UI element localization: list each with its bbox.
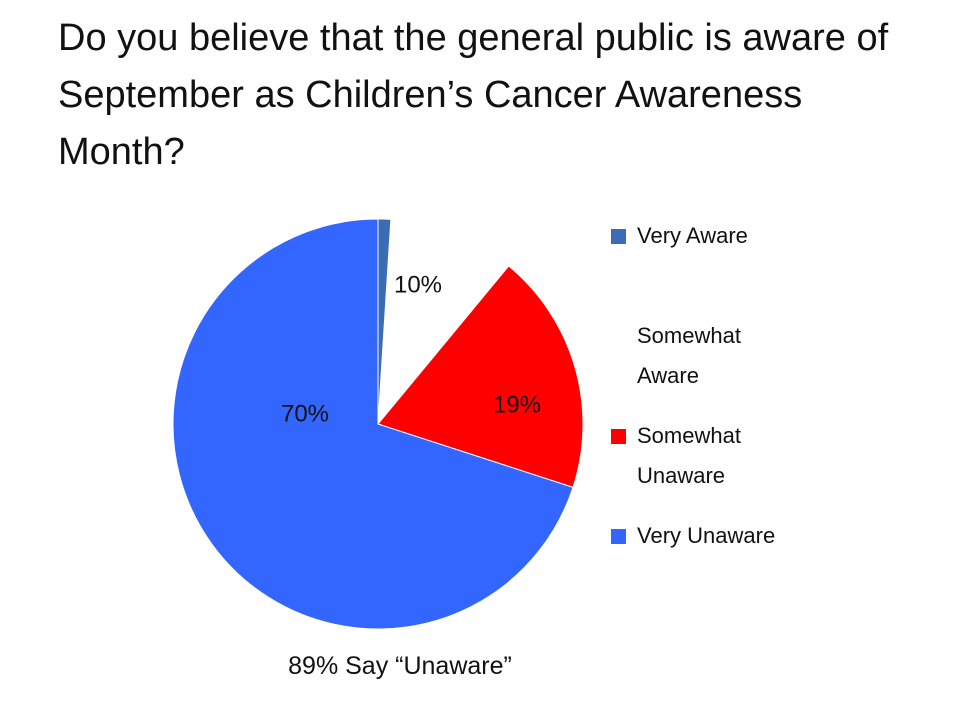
pie-slice (377, 265, 584, 488)
annotation: 89% Say “Unaware” (288, 652, 512, 680)
data-label: 10% (394, 271, 442, 298)
legend-marker (611, 229, 626, 244)
legend-label: Very Aware (637, 223, 748, 248)
data-label: 19% (493, 391, 541, 418)
chart-title: Do you believe that the general public i… (58, 17, 889, 173)
legend-marker (611, 529, 626, 544)
legend-marker (611, 429, 626, 444)
legend-label: Somewhat Unaware (637, 423, 741, 488)
pie-slice (378, 219, 509, 424)
legend-label: Somewhat Aware (637, 323, 741, 388)
data-label: 70% (281, 400, 329, 427)
legend-marker (611, 329, 626, 344)
pie-slice (172, 218, 574, 630)
legend-label: Very Unaware (637, 523, 776, 548)
